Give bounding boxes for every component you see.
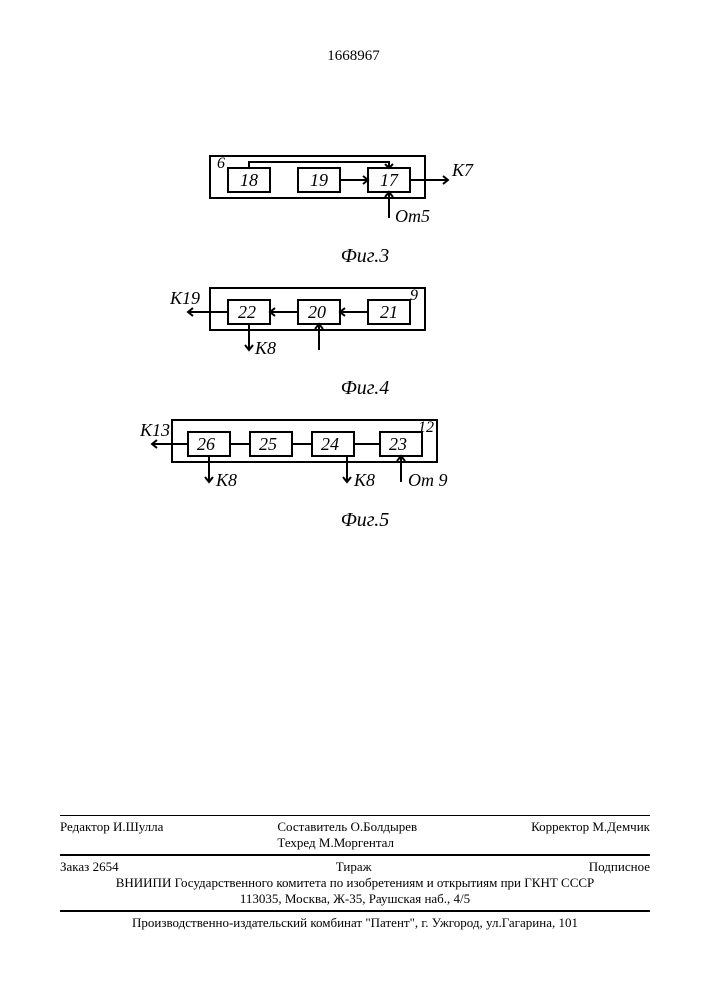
fig5-b25-label: 25 bbox=[259, 434, 277, 454]
fig5-out-bottom-24: К8 bbox=[353, 470, 375, 490]
techred-label: Техред bbox=[277, 835, 315, 850]
fig5-out-bottom-26: К8 bbox=[215, 470, 237, 490]
colophon: Редактор И.Шулла Составитель О.Болдырев … bbox=[60, 812, 650, 931]
fig3-svg: 6 18 19 17 К7 От5 bbox=[170, 150, 490, 240]
compiler-name: О.Болдырев bbox=[350, 819, 417, 834]
compiler-label: Составитель bbox=[277, 819, 347, 834]
fig3-in-bottom: От5 bbox=[395, 206, 430, 226]
fig4-out-bottom-22: К8 bbox=[254, 338, 276, 358]
fig4-b22-label: 22 bbox=[238, 302, 256, 322]
fig4-b21-label: 21 bbox=[380, 302, 398, 322]
fig5-caption: Фиг.5 bbox=[130, 509, 600, 532]
figures-area: 6 18 19 17 К7 От5 Фиг.3 bbox=[100, 150, 600, 532]
fig5-b24-label: 24 bbox=[321, 434, 339, 454]
fig4-out-left: К19 bbox=[170, 288, 200, 308]
fig4-container-label: 9 bbox=[410, 287, 418, 304]
corrector-block: Корректор М.Демчик bbox=[531, 819, 650, 851]
fig3-b17-label: 17 bbox=[380, 170, 399, 190]
fig3-b19-label: 19 bbox=[310, 170, 328, 190]
corrector-label: Корректор bbox=[531, 819, 589, 834]
fig3-out-right: К7 bbox=[451, 160, 474, 180]
tirazh: Тираж bbox=[336, 859, 372, 875]
fig5-container-label: 12 bbox=[418, 419, 434, 436]
org-line1: ВНИИПИ Государственного комитета по изоб… bbox=[60, 875, 650, 891]
fig4-b20-label: 20 bbox=[308, 302, 326, 322]
fig5-b26-label: 26 bbox=[197, 434, 215, 454]
fig4-caption: Фиг.4 bbox=[130, 377, 600, 400]
corrector-name: М.Демчик bbox=[592, 819, 650, 834]
editor-name: И.Шулла bbox=[113, 819, 163, 834]
fig3-b18-label: 18 bbox=[240, 170, 258, 190]
fig5-in-bottom-23: От 9 bbox=[408, 470, 448, 490]
fig5-b23-label: 23 bbox=[389, 434, 407, 454]
techred-name: М.Моргентал bbox=[319, 835, 394, 850]
fig5-out-left: К13 bbox=[140, 420, 170, 440]
fig5-svg: 12 26 25 24 23 К13 К8 К8 От 9 bbox=[140, 414, 500, 504]
podpisnoe: Подписное bbox=[589, 859, 650, 875]
editor-label: Редактор bbox=[60, 819, 110, 834]
order-num: 2654 bbox=[93, 859, 119, 874]
org-line2: 113035, Москва, Ж-35, Раушская наб., 4/5 bbox=[60, 891, 650, 907]
fig4-svg: 9 22 20 21 К19 К8 bbox=[170, 282, 490, 372]
page-number: 1668967 bbox=[0, 48, 707, 65]
fig3-container-label: 6 bbox=[217, 155, 225, 172]
press-line: Производственно-издательский комбинат "П… bbox=[60, 915, 650, 931]
order-label: Заказ bbox=[60, 859, 89, 874]
fig3-caption: Фиг.3 bbox=[130, 245, 600, 268]
editor-block: Редактор И.Шулла bbox=[60, 819, 163, 851]
